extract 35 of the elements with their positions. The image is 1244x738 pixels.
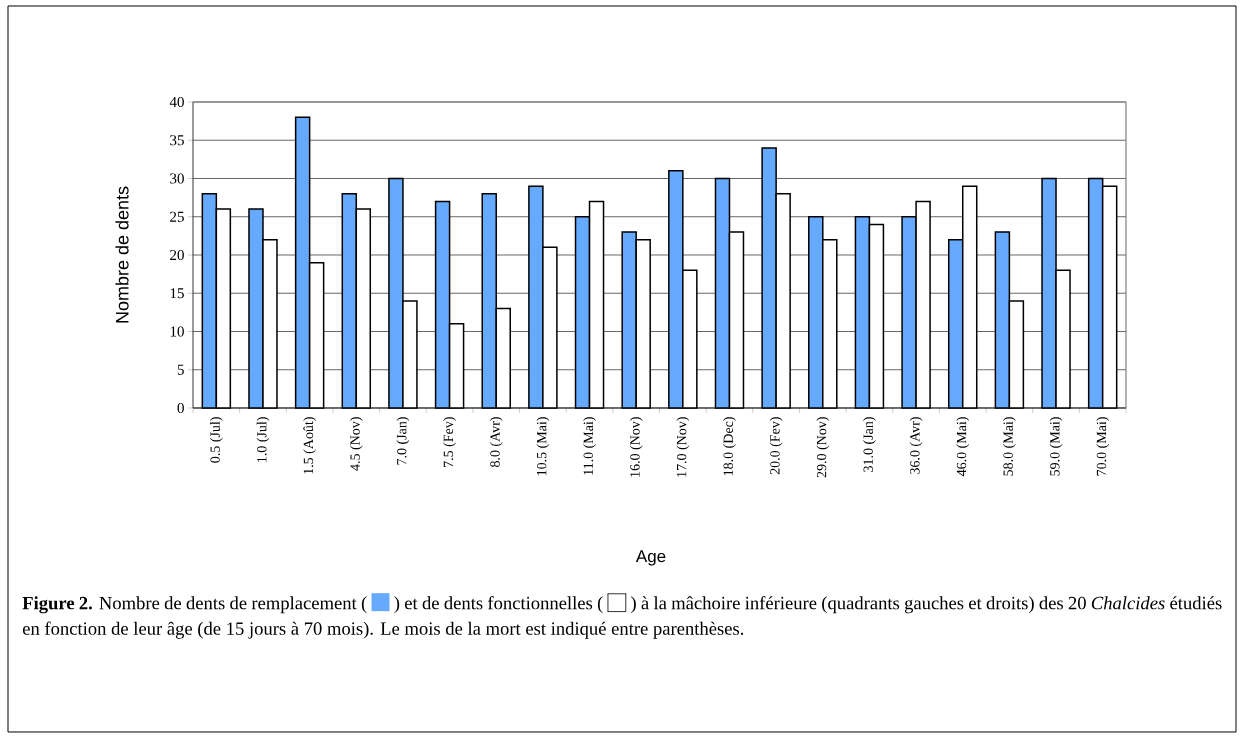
x-tick-label: 11.0 (Mai) xyxy=(583,417,596,475)
x-tick-label: 46.0 (Mai) xyxy=(956,417,970,477)
y-axis-title: Nombre de dents xyxy=(115,186,129,323)
text: Figure 2. Nombre de dents de remplacement ( xyxy=(22,596,367,614)
x-tick-label: 17.0 (Nov) xyxy=(676,417,690,477)
y-tick-label: 30 xyxy=(170,173,184,184)
x-tick-label: 70.0 (Mai) xyxy=(1096,417,1110,476)
y-tick-label: 20 xyxy=(170,249,184,261)
x-tick-label: 29.0 (Nov) xyxy=(816,417,830,478)
x-tick-label: 18.0 (Dec) xyxy=(723,417,736,476)
y-tick-label: 15 xyxy=(170,288,184,299)
x-tick-label: 7.0 (Jan) xyxy=(396,417,410,465)
y-tick-label: 0 xyxy=(177,402,184,414)
x-tick-label: 1.0 (Jul) xyxy=(256,417,270,462)
text: en fonction de leur âge (de 15 jours à 70 mois). Le mois de la mort est indiqué entre parenthèses. xyxy=(22,621,744,639)
x-tick-label: 31.0 (Jan) xyxy=(863,417,876,472)
x-tick-label: 59.0 (Mai) xyxy=(1049,417,1063,476)
x-tick-label: 0.5 (Jul) xyxy=(209,417,223,463)
x-tick-label: 10.5 (Mai) xyxy=(536,417,550,476)
y-tick-label: 5 xyxy=(177,364,184,375)
x-tick-label: 8.0 (Avr) xyxy=(489,417,503,468)
text: ) et de dents fonctionnelles ( xyxy=(394,596,603,614)
y-tick-label: 25 xyxy=(170,211,184,222)
x-tick-label: 4.5 (Nov) xyxy=(349,417,363,471)
y-tick-label: 40 xyxy=(169,96,184,108)
x-tick-label: 16.0 (Nov) xyxy=(629,417,643,477)
x-tick-label: 20.0 (Fev) xyxy=(769,417,783,475)
x-tick-label: 1.5 (Août) xyxy=(303,417,316,474)
x-tick-label: 7.5 (Fev) xyxy=(443,417,456,467)
y-tick-label: 10 xyxy=(170,326,184,337)
x-tick-label: 36.0 (Avr) xyxy=(909,417,923,474)
text: ) à la mâchoire inférieure (quadrants gauches et droits) des 20 Chalcides étudiés xyxy=(631,596,1222,614)
x-tick-label: 58.0 (Mai) xyxy=(1003,417,1016,476)
x-axis-title: Age xyxy=(635,550,666,566)
y-tick-label: 35 xyxy=(170,135,184,146)
